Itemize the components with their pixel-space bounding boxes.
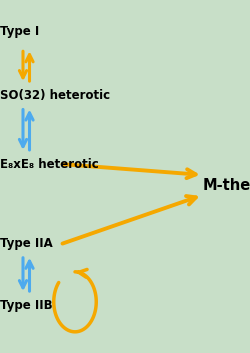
Text: E₈xE₈ heterotic: E₈xE₈ heterotic <box>0 158 99 170</box>
Text: SO(32) heterotic: SO(32) heterotic <box>0 89 110 102</box>
Text: Type IIA: Type IIA <box>0 237 53 250</box>
Text: Type I: Type I <box>0 25 39 38</box>
Text: M-theory: M-theory <box>202 178 250 193</box>
Text: Type IIB: Type IIB <box>0 299 52 312</box>
